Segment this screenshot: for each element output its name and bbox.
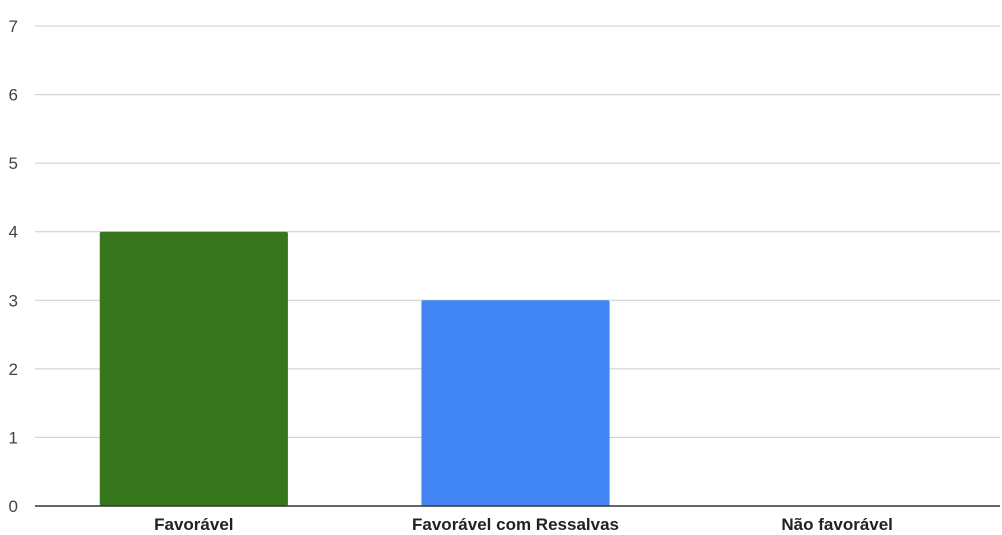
y-tick-label: 2 [9,360,18,379]
x-category-label: Não favorável [781,515,893,534]
x-axis-labels: Favorável Favorável com Ressalvas Não favo… [154,515,893,534]
y-axis-ticks: 0 1 2 3 4 5 6 7 [9,17,18,516]
y-tick-label: 0 [9,497,18,516]
y-tick-label: 1 [9,428,18,447]
bar-0 [99,231,288,506]
y-tick-label: 6 [9,86,18,105]
bars [99,231,610,506]
y-tick-label: 5 [9,154,18,173]
bar-1 [421,300,610,506]
y-tick-label: 7 [9,17,18,36]
y-tick-label: 4 [9,223,18,242]
x-category-label: Favorável [154,515,233,534]
x-category-label: Favorável com Ressalvas [412,515,619,534]
y-tick-label: 3 [9,291,18,310]
